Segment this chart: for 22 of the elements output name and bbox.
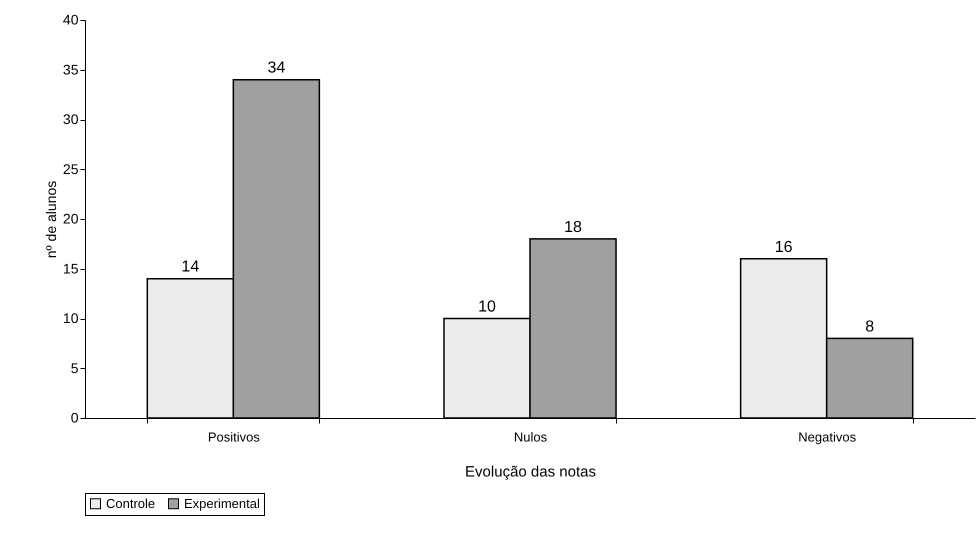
data-label: 14 xyxy=(181,258,200,276)
y-tick-label: 30 xyxy=(62,111,79,127)
legend-label: Controle xyxy=(106,496,156,511)
x-tick-label: Positivos xyxy=(208,430,260,444)
legend-label: Experimental xyxy=(184,496,260,511)
x-tick-label: Negativos xyxy=(798,430,857,444)
y-tick-label: 35 xyxy=(62,61,79,78)
y-tick-label: 25 xyxy=(62,160,79,177)
y-tick-label: 15 xyxy=(62,260,79,276)
y-tick-label: 0 xyxy=(70,410,79,426)
y-tick-label: 40 xyxy=(62,12,79,28)
y-tick-label: 20 xyxy=(62,210,79,226)
y-axis-title: nº de alunos xyxy=(42,180,59,258)
x-axis-title: Evolução das notas xyxy=(465,464,596,480)
data-label: 10 xyxy=(478,298,496,316)
y-tick-label: 10 xyxy=(62,310,79,326)
y-tick-label: 5 xyxy=(70,360,79,376)
data-label: 34 xyxy=(267,60,286,77)
data-label: 8 xyxy=(865,318,874,336)
data-label: 18 xyxy=(564,218,582,236)
data-label: 16 xyxy=(774,238,793,256)
x-tick-label: Nulos xyxy=(514,430,548,444)
